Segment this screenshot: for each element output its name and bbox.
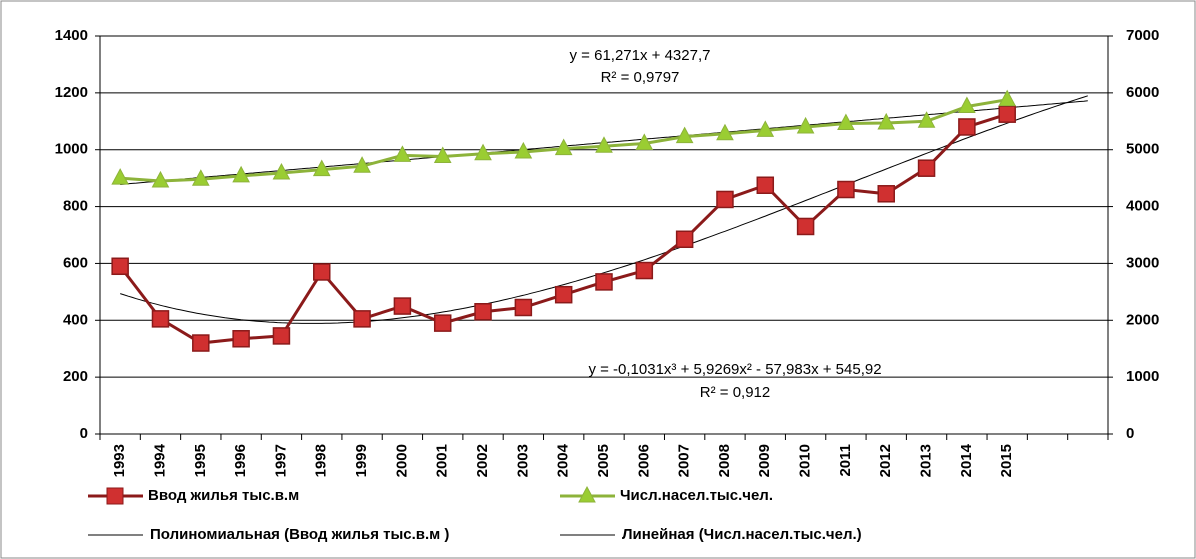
y2-tick-label: 6000 <box>1126 84 1159 101</box>
marker <box>635 261 654 280</box>
legend-marker <box>578 485 596 503</box>
marker <box>796 116 815 134</box>
x-tick-label: 2013 <box>918 444 935 477</box>
x-tick-label: 2009 <box>756 444 773 477</box>
x-tick-label: 1998 <box>313 444 330 477</box>
marker <box>716 123 734 141</box>
x-tick-label: 2014 <box>958 443 975 477</box>
legend-label: Числ.насел.тыс.чел. <box>620 487 773 504</box>
x-tick-label: 1993 <box>111 444 128 477</box>
y-tick-label: 1000 <box>55 141 88 158</box>
x-tick-label: 2005 <box>595 444 612 477</box>
marker <box>756 120 775 137</box>
marker <box>151 310 170 328</box>
marker <box>998 89 1017 107</box>
marker <box>837 113 855 131</box>
x-tick-label: 2007 <box>676 444 693 477</box>
x-tick-label: 2010 <box>797 444 814 477</box>
x-tick-label: 1996 <box>232 444 249 477</box>
y-tick-label: 400 <box>63 311 88 328</box>
marker <box>554 285 573 304</box>
y-tick-label: 200 <box>63 368 88 385</box>
marker <box>232 165 250 183</box>
marker <box>312 159 331 177</box>
y-tick-label: 1400 <box>55 27 88 44</box>
x-tick-label: 2002 <box>474 444 491 477</box>
x-tick-label: 2003 <box>514 444 531 477</box>
y2-tick-label: 2000 <box>1126 311 1159 328</box>
y-tick-label: 800 <box>63 198 88 215</box>
marker <box>433 314 452 332</box>
marker <box>595 136 613 153</box>
marker <box>595 273 613 291</box>
marker <box>675 126 694 144</box>
legend-label: Ввод жилья тыс.в.м <box>148 487 299 504</box>
x-tick-label: 2015 <box>998 444 1015 477</box>
marker <box>111 257 129 276</box>
marker <box>433 146 452 164</box>
linear-equation: y = 61,271x + 4327,7 <box>570 47 711 64</box>
x-tick-label: 2000 <box>393 444 410 477</box>
marker <box>232 330 250 348</box>
marker <box>917 111 936 128</box>
marker <box>716 190 734 209</box>
y-tick-label: 1200 <box>55 84 88 101</box>
marker <box>958 118 976 136</box>
poly-equation: y = -0,1031x³ + 5,9269x² - 57,983x + 545… <box>588 361 881 378</box>
marker <box>151 170 170 188</box>
marker <box>313 263 331 281</box>
x-tick-label: 1995 <box>192 444 209 477</box>
poly-r2: R² = 0,912 <box>700 384 770 401</box>
marker <box>111 168 129 185</box>
marker <box>272 162 291 180</box>
marker <box>675 230 694 249</box>
marker <box>917 159 936 177</box>
x-tick-label: 2011 <box>837 444 854 477</box>
trendline <box>120 95 1088 324</box>
x-tick-label: 2004 <box>555 443 572 477</box>
linear-r2: R² = 0,9797 <box>601 69 680 86</box>
legend-label: Линейная (Числ.насел.тыс.чел.) <box>622 526 862 543</box>
marker <box>353 310 371 328</box>
y2-tick-label: 7000 <box>1126 27 1159 44</box>
marker <box>877 112 896 130</box>
marker <box>353 156 371 173</box>
y2-tick-label: 0 <box>1126 425 1134 442</box>
y-tick-label: 0 <box>80 425 88 442</box>
x-tick-label: 2001 <box>434 444 451 477</box>
marker <box>837 180 855 199</box>
y-tick-label: 600 <box>63 254 88 271</box>
marker <box>756 176 775 194</box>
marker <box>393 145 412 162</box>
marker <box>877 185 895 203</box>
x-tick-label: 1997 <box>272 444 289 477</box>
marker <box>514 141 533 159</box>
marker <box>554 138 573 156</box>
x-tick-label: 2008 <box>716 444 733 477</box>
x-tick-label: 2012 <box>877 444 894 477</box>
x-tick-label: 1994 <box>151 443 168 477</box>
x-tick-label: 2006 <box>635 444 652 477</box>
y2-tick-label: 3000 <box>1126 254 1159 271</box>
marker <box>474 303 492 321</box>
marker <box>958 96 976 114</box>
marker <box>272 327 291 345</box>
marker <box>998 105 1016 123</box>
legend-label: Полиномиальная (Ввод жилья тыс.в.м ) <box>150 526 449 543</box>
marker <box>796 217 815 236</box>
marker <box>474 143 492 161</box>
legend-marker <box>106 487 124 505</box>
marker <box>514 298 533 317</box>
marker <box>191 169 210 186</box>
y2-tick-label: 1000 <box>1126 368 1159 385</box>
marker <box>192 334 210 352</box>
y2-tick-label: 5000 <box>1126 141 1159 158</box>
marker <box>393 297 412 315</box>
x-tick-label: 1999 <box>353 444 370 477</box>
y2-tick-label: 4000 <box>1126 198 1159 215</box>
marker <box>635 133 654 150</box>
